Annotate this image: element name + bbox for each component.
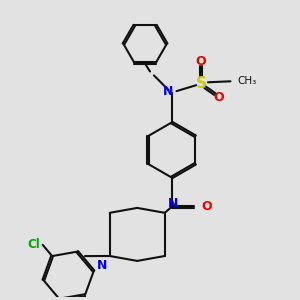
Text: O: O (213, 92, 224, 104)
Text: O: O (201, 200, 212, 213)
Text: N: N (163, 85, 173, 98)
Text: O: O (196, 55, 206, 68)
Text: CH₃: CH₃ (237, 76, 256, 86)
Text: N: N (168, 197, 178, 210)
Text: N: N (96, 259, 107, 272)
Text: Cl: Cl (27, 238, 40, 251)
Text: S: S (196, 76, 206, 91)
